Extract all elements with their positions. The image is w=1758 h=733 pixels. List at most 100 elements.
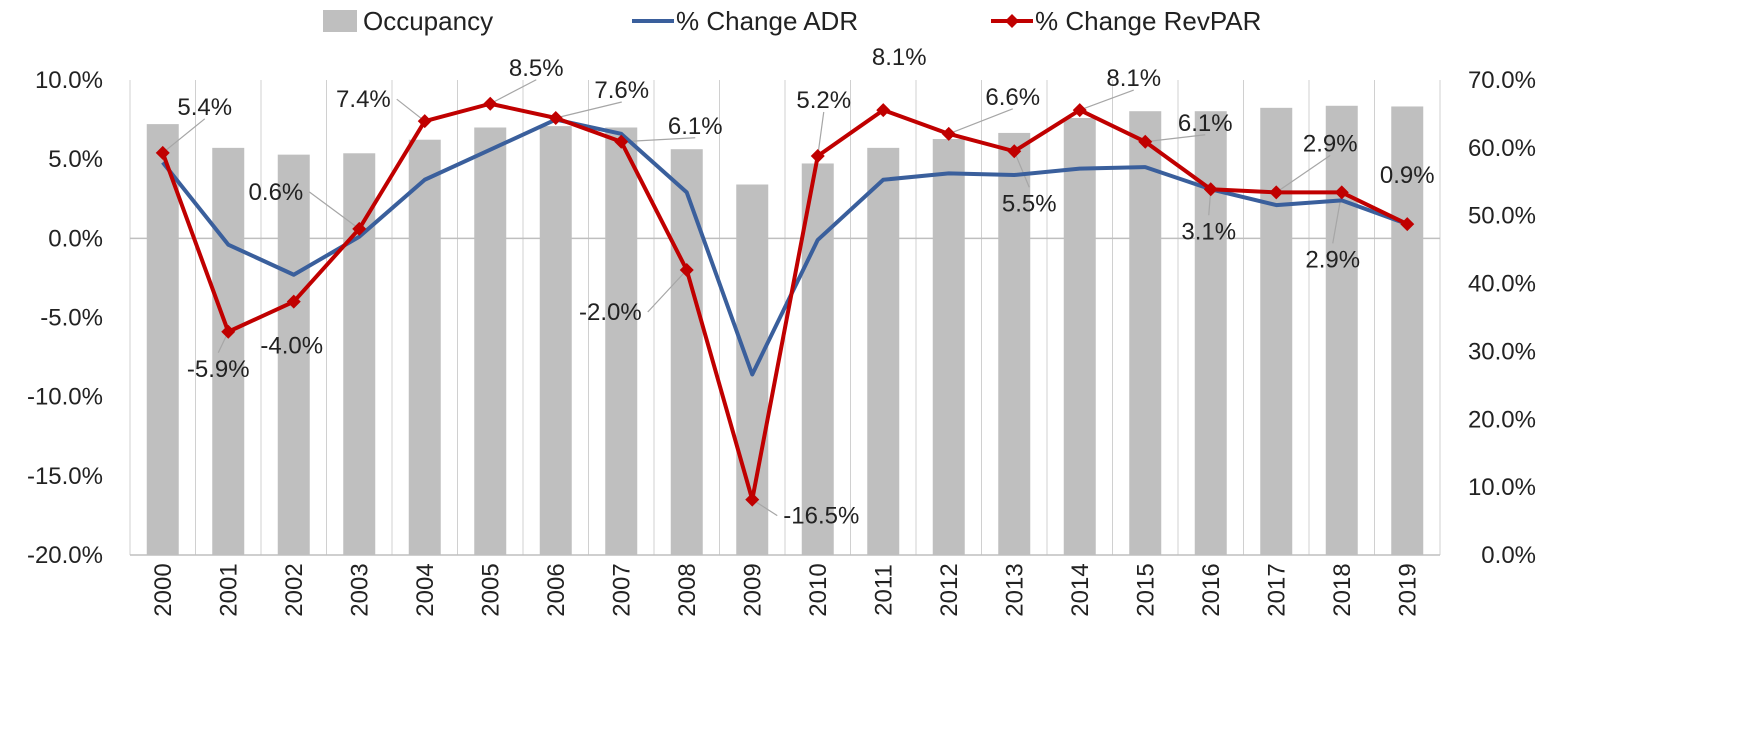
revpar-data-label-2013: 5.5%	[1002, 190, 1057, 217]
legend-swatch-occupancy	[323, 10, 357, 32]
x-axis-tick-2018: 2018	[1329, 563, 1356, 616]
revpar-data-label-2015: 6.1%	[1178, 110, 1233, 137]
leader-line-2004	[396, 98, 426, 122]
x-axis-tick-2008: 2008	[674, 563, 701, 616]
revpar-marker-2017	[1269, 185, 1284, 200]
revpar-marker-2009	[745, 492, 760, 507]
x-axis-tick-2010: 2010	[805, 563, 832, 616]
x-axis-tick-2012: 2012	[936, 563, 963, 616]
occupancy-bar-2011	[867, 147, 900, 555]
occupancy-bar-2002	[277, 154, 310, 555]
right-axis-tick: 40.0%	[1468, 271, 1536, 298]
revpar-marker-2005	[483, 96, 498, 111]
axes-layer: -20.0% -15.0% -10.0% -5.0% 0.0% 5.0% 10.0% 0.0%…	[27, 67, 1536, 617]
line-series	[160, 101, 1409, 502]
leader-line-2012	[948, 108, 1013, 135]
x-axis-tick-2000: 2000	[150, 563, 177, 616]
revpar-data-label-2001: -5.9%	[187, 356, 250, 383]
revpar-marker-2008	[679, 263, 694, 277]
right-axis-tick: 20.0%	[1468, 406, 1536, 433]
revpar-data-label-2000: 5.4%	[177, 94, 232, 121]
x-axis-tick-2016: 2016	[1198, 563, 1225, 616]
left-axis-tick: -20.0%	[27, 542, 103, 569]
leader-line-2003	[308, 191, 360, 230]
right-axis-tick: 10.0%	[1468, 474, 1536, 501]
x-axis-tick-2013: 2013	[1001, 563, 1028, 616]
right-axis-tick: 60.0%	[1468, 135, 1536, 162]
occupancy-bar-2008	[670, 149, 703, 555]
occupancy-bar-2005	[474, 127, 507, 555]
legend-swatch-revpar-marker	[1005, 14, 1019, 28]
revpar-data-label-2018: 2.9%	[1305, 246, 1360, 273]
revpar-data-label-2009: -16.5%	[783, 503, 859, 530]
revpar-data-label-2002: -4.0%	[260, 333, 323, 360]
revpar-marker-2006	[548, 111, 563, 125]
revpar-data-label-2019: 0.9%	[1380, 162, 1435, 189]
x-axis-tick-2011: 2011	[870, 564, 897, 616]
revpar-markers	[155, 96, 1415, 507]
right-axis-tick: 50.0%	[1468, 203, 1536, 230]
occupancy-bar-2007	[605, 127, 638, 555]
occupancy-bar-2004	[408, 139, 441, 555]
revpar-marker-2000	[155, 145, 170, 160]
leader-line-2015	[1145, 134, 1206, 143]
x-axis-tick-2001: 2001	[215, 563, 242, 616]
revpar-data-label-2011: 8.1%	[872, 44, 927, 71]
leader-line-2017	[1275, 154, 1331, 193]
leader-line-2007	[621, 137, 696, 143]
legend-label-revpar: % Change RevPAR	[1035, 6, 1261, 36]
leader-line-2008	[647, 269, 688, 313]
left-axis-tick: 10.0%	[35, 67, 103, 94]
occupancy-bar-2014	[1063, 118, 1096, 555]
revpar-line	[160, 101, 1409, 502]
revpar-data-label-2008: -2.0%	[579, 299, 642, 326]
x-axis-tick-2004: 2004	[412, 563, 439, 616]
revpar-marker-2012	[941, 126, 956, 141]
leader-lines	[162, 79, 1343, 517]
x-axis-tick-2007: 2007	[608, 563, 635, 616]
occupancy-bar-2000	[146, 124, 179, 555]
revpar-data-label-2006: 7.6%	[594, 77, 649, 104]
occupancy-bar-2012	[932, 139, 965, 556]
left-axis-tick: -15.0%	[27, 463, 103, 490]
occupancy-bar-2013	[998, 132, 1031, 555]
left-axis-tick: 0.0%	[48, 225, 103, 252]
leader-line-2010	[817, 111, 825, 157]
revpar-data-label-2003: 0.6%	[249, 179, 304, 206]
revpar-marker-2013	[1007, 144, 1022, 159]
left-axis-tick: 5.0%	[48, 146, 103, 173]
x-axis-tick-2002: 2002	[281, 563, 308, 616]
legend-label-adr: % Change ADR	[676, 6, 858, 36]
legend: Occupancy % Change ADR % Change RevPAR	[323, 6, 1261, 36]
revpar-data-label-2010: 5.2%	[796, 87, 851, 114]
leader-line-2014	[1079, 89, 1134, 111]
revpar-data-label-2017: 2.9%	[1303, 130, 1358, 157]
revpar-data-label-2014: 8.1%	[1106, 65, 1161, 92]
x-axis-tick-2014: 2014	[1067, 563, 1094, 616]
x-axis-tick-2009: 2009	[739, 563, 766, 616]
revpar-marker-2018	[1334, 185, 1349, 200]
occupancy-bar-2019	[1391, 106, 1424, 555]
revpar-marker-2004	[417, 114, 432, 129]
x-axis-tick-2017: 2017	[1263, 563, 1290, 616]
revpar-marker-2002	[286, 294, 301, 309]
left-axis-tick: -5.0%	[40, 305, 103, 332]
legend-label-occupancy: Occupancy	[363, 6, 493, 36]
occupancy-bar-2006	[539, 126, 572, 556]
revpar-marker-2007	[614, 134, 629, 149]
revpar-marker-2010	[810, 149, 825, 163]
occupancy-bar-2015	[1129, 111, 1162, 555]
adr-line	[161, 117, 1408, 377]
occupancy-bar-2001	[212, 147, 245, 555]
revpar-marker-2019	[1400, 217, 1415, 232]
revpar-marker-2014	[1072, 103, 1087, 118]
revpar-data-label-2004: 7.4%	[336, 86, 391, 113]
occupancy-bar-2016	[1194, 111, 1227, 555]
revpar-marker-2011	[876, 103, 891, 118]
x-axis-tick-2003: 2003	[346, 563, 373, 616]
x-axis-tick-2019: 2019	[1394, 563, 1421, 616]
occupancy-bar-2017	[1260, 107, 1293, 556]
left-axis-tick: -10.0%	[27, 384, 103, 411]
